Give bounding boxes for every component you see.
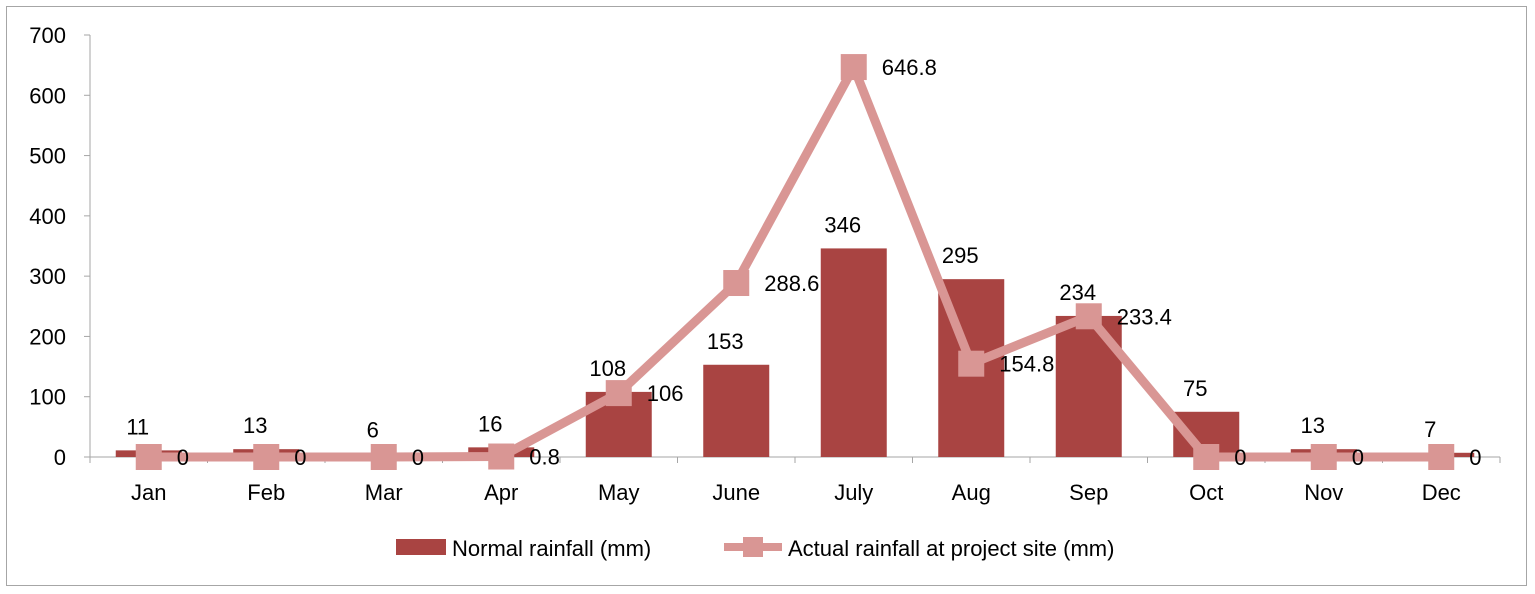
series-line [149, 67, 1442, 457]
x-tick-label: Apr [484, 480, 518, 505]
x-tick-label: Dec [1422, 480, 1461, 505]
line-data-label: 288.6 [764, 271, 819, 296]
y-tick-label: 400 [29, 204, 66, 229]
x-tick-label: May [598, 480, 640, 505]
x-tick-label: Aug [952, 480, 991, 505]
line-point [723, 270, 749, 296]
line-data-label: 0 [1352, 445, 1364, 470]
line-point [1193, 444, 1219, 470]
line-point [1311, 444, 1337, 470]
legend-line-marker [743, 537, 763, 557]
x-tick-label: Sep [1069, 480, 1108, 505]
line-point [958, 351, 984, 377]
bar-data-label: 13 [243, 413, 267, 438]
y-axis: 0 100 200 300 400 500 600 700 [29, 23, 90, 470]
bar-data-label: 295 [942, 243, 979, 268]
bar [821, 248, 887, 457]
x-tick-label: Mar [365, 480, 403, 505]
line-data-label: 233.4 [1117, 304, 1172, 329]
y-tick-label: 600 [29, 83, 66, 108]
line-series [136, 54, 1455, 470]
y-tick-label: 700 [29, 23, 66, 48]
line-point [136, 444, 162, 470]
line-point [1076, 303, 1102, 329]
line-data-label: 0 [177, 445, 189, 470]
line-point [253, 444, 279, 470]
line-data-label: 0 [412, 445, 424, 470]
line-data-label: 0.8 [529, 445, 560, 470]
line-point [488, 444, 514, 470]
y-tick-label: 200 [29, 324, 66, 349]
x-tick-label: June [712, 480, 760, 505]
bar-data-label: 234 [1059, 280, 1096, 305]
bar-data-label: 11 [126, 414, 149, 439]
line-data-label: 646.8 [882, 55, 937, 80]
x-tick-label: Jan [131, 480, 166, 505]
rainfall-chart: 0100200300400500600700 Jan Feb Mar Apr May Ju… [0, 0, 1535, 594]
y-tick-label: 300 [29, 264, 66, 289]
line-data-label: 0 [1469, 445, 1481, 470]
line-data-label: 106 [647, 381, 684, 406]
bar-data-label: 6 [367, 417, 379, 442]
x-tick-label: Nov [1304, 480, 1343, 505]
x-tick-label: July [834, 480, 873, 505]
legend-line-label: Actual rainfall at project site (mm) [788, 536, 1114, 561]
line-point [841, 54, 867, 80]
legend-bar-label: Normal rainfall (mm) [452, 536, 651, 561]
legend-bar-swatch [396, 539, 446, 555]
bar-data-label: 16 [478, 411, 502, 436]
bar [703, 365, 769, 457]
x-tick-label: Oct [1189, 480, 1223, 505]
bar-data-label: 75 [1183, 376, 1207, 401]
x-tick-label: Feb [247, 480, 285, 505]
line-point [371, 444, 397, 470]
bar-data-label: 108 [589, 356, 626, 381]
line-data-label: 154.8 [999, 352, 1054, 377]
y-tick-label: 0 [54, 445, 66, 470]
bar-data-label: 153 [707, 329, 744, 354]
bar-data-label: 346 [824, 212, 861, 237]
line-data-label: 0 [294, 445, 306, 470]
y-tick-label: 500 [29, 144, 66, 169]
line-point [606, 380, 632, 406]
bar-data-label: 7 [1424, 417, 1436, 442]
legend: Normal rainfall (mm) Actual rainfall at … [396, 536, 1114, 561]
line-data-label: 0 [1234, 445, 1246, 470]
y-tick-label: 100 [29, 385, 66, 410]
line-point [1428, 444, 1454, 470]
bar-data-label: 13 [1301, 413, 1325, 438]
data-labels: 11 13 6 16 108 153 346 295 234 75 13 7 0 0 0 0.8 106 288.… [126, 55, 1481, 470]
